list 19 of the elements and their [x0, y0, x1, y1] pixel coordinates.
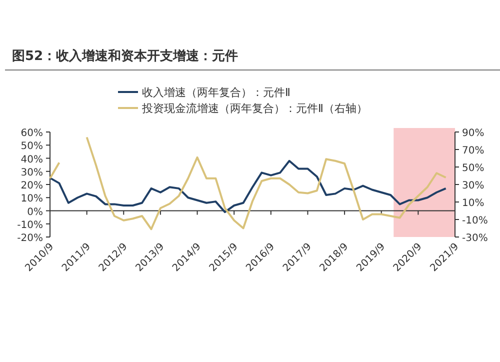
y2-tick-label: 90% — [462, 128, 484, 139]
y-tick-label: 20% — [20, 180, 43, 192]
y-tick-label: 50% — [20, 141, 43, 152]
chart-title: 图52：收入增速和资本开支增速：元件 — [12, 48, 238, 64]
y2-tick-label: -10% — [462, 216, 488, 226]
legend-label: 投资现金流增速（两年复合）：元件Ⅱ（右轴） — [141, 102, 368, 115]
y2-tick-label: 50% — [462, 163, 484, 174]
y-tick-label: 30% — [20, 167, 43, 178]
y2-tick-label: 30% — [462, 180, 484, 192]
y2-tick-label: 70% — [462, 146, 484, 156]
y2-tick-label: -30% — [462, 233, 488, 244]
y-tick-label: 60% — [20, 128, 43, 139]
y-tick-label: -10% — [17, 220, 43, 231]
y-tick-label: -20% — [17, 233, 43, 244]
y-tick-label: 10% — [20, 194, 43, 205]
y-tick-label: 0% — [27, 206, 43, 218]
legend-label: 收入增速（两年复合）：元件Ⅱ — [142, 86, 290, 99]
y2-tick-label: 10% — [462, 198, 484, 209]
y-tick-label: 40% — [20, 154, 43, 166]
